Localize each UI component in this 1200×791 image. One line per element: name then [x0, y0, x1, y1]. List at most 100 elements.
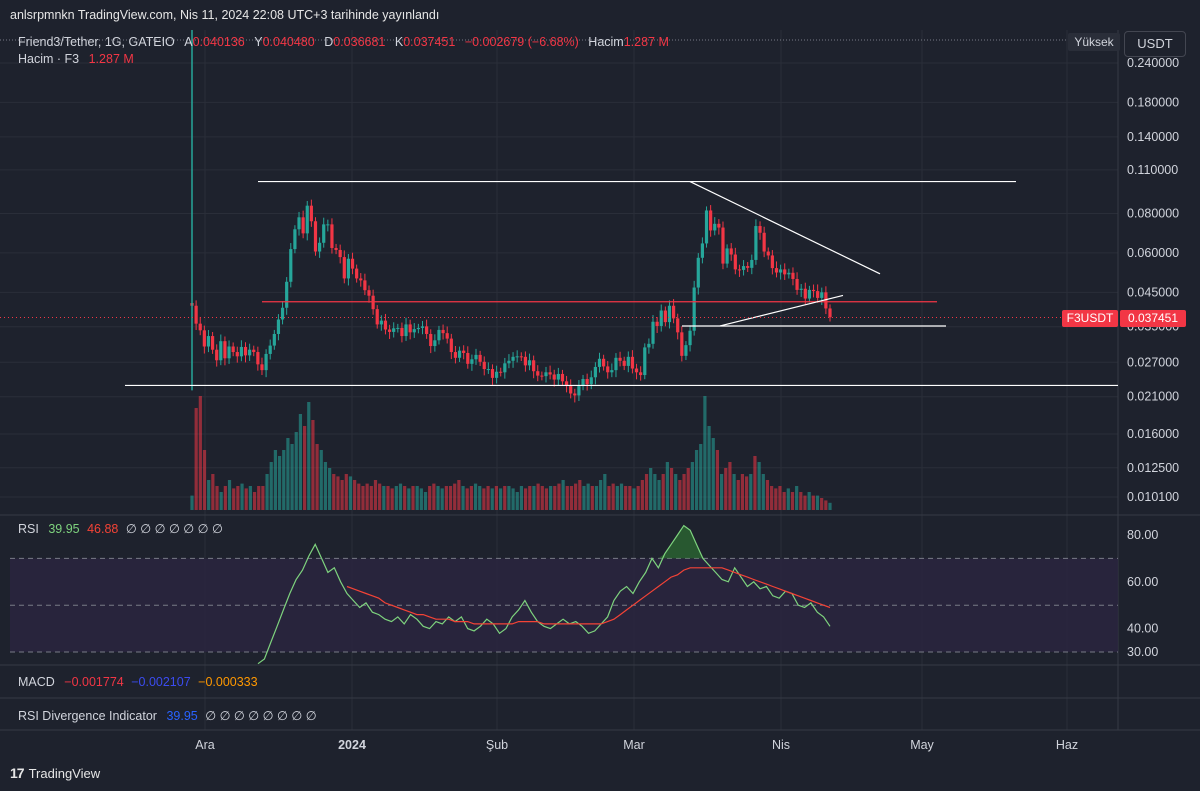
volume-bar: [332, 474, 336, 510]
volume-value: 1.287 M: [623, 35, 669, 49]
candle-body: [676, 318, 680, 333]
candle-body: [206, 336, 211, 347]
candle-body: [338, 249, 342, 258]
price-tick-label: 0.180000: [1127, 95, 1179, 109]
candle-body: [486, 369, 490, 371]
candle-body: [318, 242, 322, 252]
macd-hist-value: −0.000333: [198, 675, 258, 689]
volume-bar: [328, 468, 332, 510]
volume-bar: [319, 450, 323, 510]
volume-bar: [686, 468, 690, 510]
volume-bar: [736, 480, 740, 510]
price-tick-label: 0.045000: [1127, 285, 1179, 299]
candle-body: [741, 266, 746, 270]
macd-legend: MACD −0.001774 −0.002107 −0.000333: [18, 675, 258, 689]
volume-bar: [619, 483, 624, 510]
volume-bar: [394, 486, 398, 510]
symbol-label[interactable]: Friend3/Tether, 1G, GATEIO: [18, 35, 175, 49]
volume-bar: [782, 492, 786, 510]
candle-body: [696, 257, 700, 288]
currency-selector[interactable]: USDT: [1124, 31, 1186, 57]
candle-body: [280, 307, 285, 320]
candle-body: [540, 375, 544, 377]
candle-body: [437, 329, 441, 341]
candle-body: [717, 223, 721, 228]
volume-label: Hacim: [588, 35, 624, 49]
rsi-tick-label: 80.00: [1127, 528, 1158, 542]
candle-body: [643, 347, 647, 376]
candle-body: [322, 224, 326, 243]
candle-body: [256, 352, 260, 365]
volume-study-label[interactable]: Hacim · F3: [18, 52, 80, 66]
candle-body: [243, 346, 248, 356]
volume-bar: [257, 486, 261, 510]
volume-bar: [378, 483, 382, 510]
candle-body: [231, 346, 235, 353]
volume-bar: [457, 480, 461, 510]
close-value: 0.037451: [403, 35, 456, 49]
macd-label[interactable]: MACD: [18, 675, 55, 689]
candle-body: [779, 269, 783, 273]
rsi-legend: RSI 39.95 46.88 ∅ ∅ ∅ ∅ ∅ ∅ ∅: [18, 521, 223, 536]
candle-body: [680, 332, 684, 356]
candle-body: [383, 320, 388, 330]
candle-body: [416, 327, 420, 330]
volume-bar: [586, 483, 590, 510]
volume-bar: [311, 420, 315, 510]
volume-bar: [448, 486, 453, 510]
scale-mode-badge[interactable]: Yüksek: [1068, 33, 1120, 51]
volume-bar: [198, 396, 202, 510]
rsi-line: [257, 524, 831, 665]
candle-body: [811, 289, 816, 292]
time-tick-label: Şub: [486, 738, 508, 752]
time-tick-label: May: [910, 738, 934, 752]
volume-bar: [361, 486, 365, 510]
candle-body: [330, 224, 334, 248]
volume-bar: [732, 474, 736, 510]
volume-bar: [240, 483, 244, 510]
volume-bar: [728, 462, 732, 510]
footer-brand[interactable]: 17 TradingView: [10, 765, 100, 781]
volume-bar: [649, 468, 653, 510]
volume-legend: Hacim · F3 1.287 M: [18, 52, 134, 66]
rsi-band: [10, 557, 1118, 653]
candle-body: [404, 324, 408, 337]
volume-bar: [665, 462, 669, 510]
volume-bar: [694, 450, 699, 510]
volume-bar: [403, 486, 407, 510]
candle-body: [466, 352, 470, 364]
candle-body: [556, 373, 560, 380]
candle-body: [392, 328, 396, 332]
volume-bar: [632, 488, 636, 510]
candle-body: [400, 327, 404, 337]
rsi-tick-label: 60.00: [1127, 575, 1158, 589]
volume-bars: [190, 396, 832, 510]
divergence-label[interactable]: RSI Divergence Indicator: [18, 709, 157, 723]
volume-bar: [265, 474, 269, 510]
volume-bar: [486, 486, 490, 510]
candle-body: [647, 343, 651, 348]
volume-bar: [532, 486, 536, 510]
candle-body: [511, 356, 515, 361]
volume-bar: [786, 488, 790, 510]
volume-bar: [423, 492, 428, 510]
axes: 0.240000 0.180000 0.140000 0.110000 0.080000…: [195, 56, 1179, 752]
volume-bar: [211, 474, 215, 510]
candle-body: [289, 249, 293, 282]
candle-body: [671, 305, 676, 319]
candle-body: [297, 217, 301, 230]
volume-bar: [315, 444, 319, 510]
volume-bar: [774, 488, 778, 510]
close-label: K: [394, 35, 404, 49]
candle-body: [408, 324, 412, 333]
candle-body: [816, 291, 820, 298]
candle-body: [202, 330, 206, 347]
volume-bar: [770, 486, 774, 510]
rsi-label[interactable]: RSI: [18, 522, 39, 536]
candle-body: [194, 305, 198, 324]
volume-bar: [549, 486, 553, 510]
candle-body: [622, 360, 626, 366]
volume-bar: [428, 486, 432, 510]
candle-body: [532, 360, 536, 372]
